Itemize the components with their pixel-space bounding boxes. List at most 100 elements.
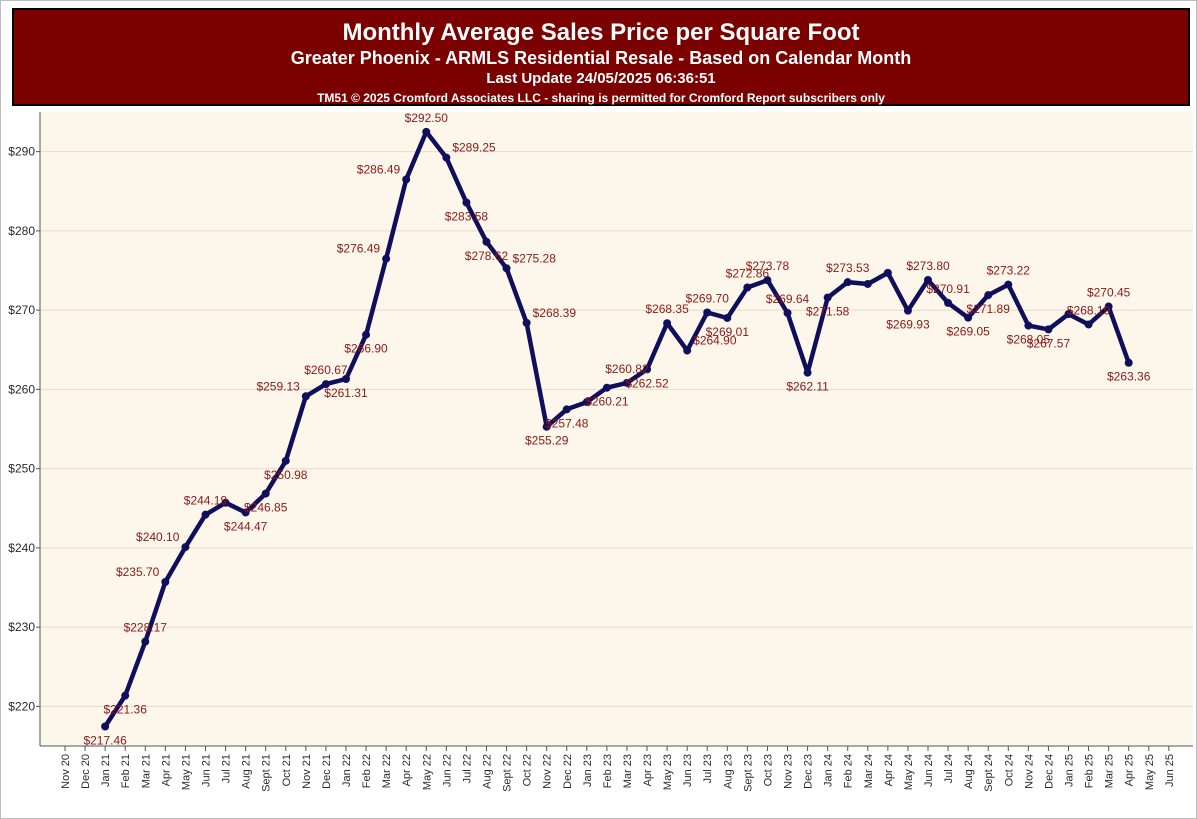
x-tick-label: Sept 23: [742, 754, 754, 792]
data-label: $269.64: [766, 292, 810, 306]
data-point: [161, 577, 170, 586]
plot-area: [40, 112, 1193, 746]
data-point: [542, 422, 551, 431]
data-point: [261, 489, 270, 498]
data-label: $268.35: [645, 302, 689, 316]
data-label: $264.90: [693, 334, 737, 348]
x-tick-label: Apr 25: [1124, 754, 1136, 786]
data-point: [241, 508, 250, 517]
data-point: [723, 313, 732, 322]
data-label: $273.53: [826, 261, 870, 275]
data-point: [341, 374, 350, 383]
data-label: $292.50: [405, 111, 449, 125]
last-update: Last Update 24/05/2025 06:36:51: [486, 70, 716, 87]
x-tick-label: May 25: [1144, 754, 1156, 790]
data-point: [121, 691, 130, 700]
copyright-notice: TM51 © 2025 Cromford Associates LLC - sh…: [317, 91, 885, 105]
x-tick-label: Nov 23: [783, 754, 795, 789]
x-tick-label: Jun 25: [1164, 754, 1176, 787]
data-point: [683, 346, 692, 355]
data-point: [803, 368, 812, 377]
data-labels: $217.46 $221.36 $228.17 $235.70 $240.10 $244.…: [83, 111, 1150, 748]
chart-subtitle: Greater Phoenix - ARMLS Residential Resa…: [290, 48, 912, 68]
data-label: $246.85: [244, 501, 288, 515]
x-tick-label: Sept 22: [502, 754, 514, 792]
data-point: [1084, 320, 1093, 329]
data-point: [823, 293, 832, 302]
data-label: $272.86: [726, 266, 770, 280]
data-label: $266.90: [344, 342, 388, 356]
x-tick-label: Feb 23: [602, 754, 614, 788]
x-tick-label: Apr 24: [883, 754, 895, 786]
data-point: [1004, 280, 1013, 289]
data-point: [181, 543, 190, 552]
x-tick-label: May 21: [180, 754, 192, 790]
data-label: $278.62: [465, 249, 509, 263]
x-tick-label: Dec 23: [803, 754, 815, 789]
data-label: $289.25: [452, 141, 496, 155]
data-point: [663, 319, 672, 328]
data-label: $269.70: [686, 292, 730, 306]
data-point: [422, 127, 431, 136]
data-label: $283.58: [445, 210, 489, 224]
data-point: [924, 276, 933, 285]
x-tick-label: Jun 23: [682, 754, 694, 787]
data-label: $217.46: [83, 734, 127, 748]
data-label: $262.11: [786, 380, 829, 394]
x-tick-label: Feb 22: [361, 754, 373, 788]
x-tick-label: Sept 21: [261, 754, 273, 792]
y-tick-label: $290: [8, 145, 35, 159]
data-label: $262.52: [625, 376, 669, 390]
x-tick-label: Dec 20: [80, 754, 92, 789]
x-tick-label: Jan 23: [582, 754, 594, 787]
data-label: $275.28: [513, 251, 557, 265]
data-label: $250.98: [264, 468, 308, 482]
data-point: [743, 283, 752, 292]
chart-header: Monthly Average Sales Price per Square F…: [12, 8, 1190, 106]
data-point: [301, 392, 310, 401]
x-tick-label: Nov 24: [1023, 754, 1035, 789]
data-point: [883, 268, 892, 277]
y-tick-label: $230: [8, 620, 35, 634]
x-tick-label: Jun 22: [441, 754, 453, 787]
data-point: [281, 456, 290, 465]
data-label: $276.49: [337, 242, 381, 256]
data-label: $270.45: [1087, 286, 1131, 300]
data-point: [362, 330, 371, 339]
data-label: $286.49: [357, 162, 401, 176]
data-point: [562, 405, 571, 414]
x-tick-label: Mar 21: [140, 754, 152, 788]
x-tick-label: Jun 24: [923, 754, 935, 787]
x-tick-label: Aug 24: [963, 754, 975, 789]
data-label: $271.58: [806, 305, 850, 319]
data-point: [863, 279, 872, 288]
data-point: [1064, 310, 1073, 319]
x-tick-label: Feb 25: [1084, 754, 1096, 788]
data-point: [903, 306, 912, 315]
data-point: [843, 278, 852, 287]
x-tick-label: Aug 21: [241, 754, 253, 789]
data-label: $261.31: [324, 386, 368, 400]
x-tick-label: May 24: [903, 754, 915, 790]
data-point: [402, 175, 411, 184]
x-tick-label: Aug 22: [481, 754, 493, 789]
data-point: [984, 291, 993, 300]
data-label: $259.13: [256, 379, 300, 393]
data-label: $268.39: [533, 306, 577, 320]
data-label: $270.91: [926, 282, 970, 296]
x-tick-label: Apr 23: [642, 754, 654, 786]
x-tick-label: Dec 24: [1043, 754, 1055, 789]
data-point: [522, 318, 531, 327]
x-tick-label: Apr 22: [401, 754, 413, 786]
y-ticks: $220 $230 $240 $250 $260 $270 $280 $290: [8, 145, 40, 713]
data-label: $268.19: [1067, 303, 1111, 317]
data-point: [964, 313, 973, 322]
grid-lines: [40, 151, 1193, 707]
y-tick-label: $260: [8, 382, 35, 396]
x-tick-label: Nov 21: [301, 754, 313, 789]
data-label: $260.21: [585, 395, 629, 409]
data-label: $221.36: [104, 703, 148, 717]
data-point: [1104, 302, 1113, 311]
data-label: $269.93: [886, 318, 930, 332]
